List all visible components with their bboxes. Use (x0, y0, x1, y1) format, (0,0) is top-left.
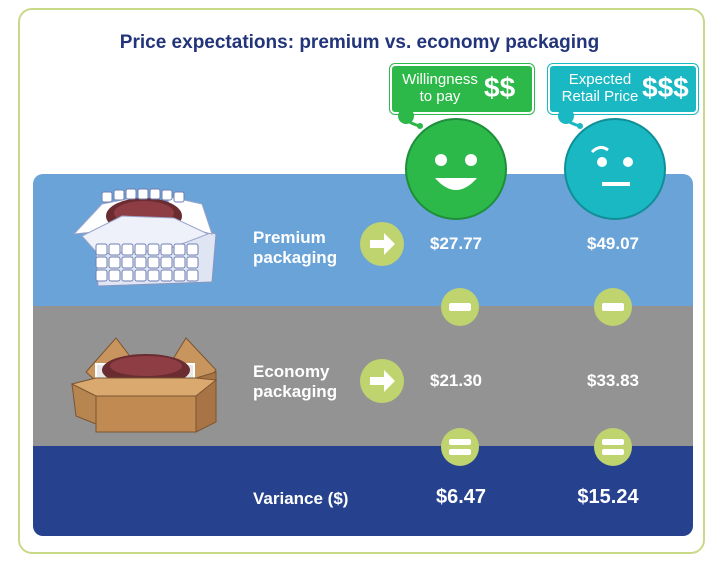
skeptical-face-icon (564, 118, 666, 220)
premium-box-icon (72, 188, 217, 287)
variance-expected-value: $15.24 (577, 486, 639, 508)
economy-willingness-value: $21.30 (430, 371, 482, 390)
economy-label-line2: packaging (253, 382, 338, 401)
willingness-sign-line1: Willingness (402, 71, 478, 88)
expected-sign-line1: Expected (568, 71, 632, 88)
expected-retail-sign: Expected Retail Price $$$ (548, 64, 698, 114)
premium-arrow-right-icon (360, 222, 404, 266)
economy-label-line1: Economy (253, 362, 330, 381)
expected-sign-line2: Retail Price (561, 88, 639, 105)
willingness-dollar-symbol: $$ (484, 72, 516, 103)
premium-packaging-label: Premium packaging (253, 228, 337, 268)
premium-label-line1: Premium (253, 228, 326, 247)
willingness-sign: Willingness to pay $$ (390, 64, 534, 114)
minus-icon (441, 288, 479, 326)
willingness-sign-tail (398, 107, 423, 129)
expected-sign-tail (558, 107, 583, 129)
variance-row-band (33, 446, 693, 536)
variance-label: Variance ($) (253, 489, 349, 508)
page-title: Price expectations: premium vs. economy … (119, 32, 600, 53)
variance-willingness-value: $6.47 (435, 486, 487, 508)
economy-packaging-label: Economy packaging (253, 362, 337, 402)
economy-expected-value: $33.83 (587, 371, 639, 390)
equals-icon (441, 428, 479, 466)
economy-arrow-right-icon (360, 359, 404, 403)
equals-icon (594, 428, 632, 466)
premium-willingness-value: $27.77 (430, 234, 482, 253)
premium-expected-value: $49.07 (587, 234, 639, 253)
expected-dollar-symbol: $$$ (642, 72, 689, 103)
willingness-sign-line2: to pay (419, 88, 461, 105)
premium-label-line2: packaging (253, 248, 338, 267)
smiley-face-icon (405, 118, 507, 220)
economy-box-icon (70, 337, 218, 433)
minus-icon (594, 288, 632, 326)
